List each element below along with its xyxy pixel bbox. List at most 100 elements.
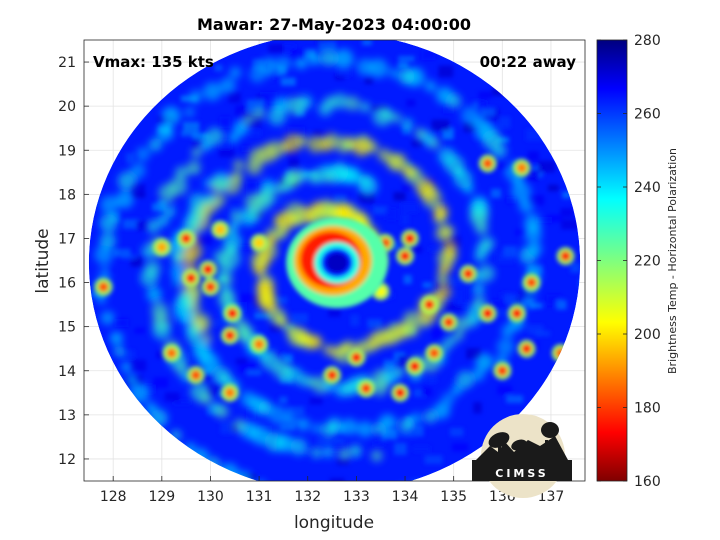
band-segment	[349, 444, 362, 457]
rain-cell	[166, 348, 177, 359]
band-segment	[338, 448, 351, 461]
band-segment	[356, 421, 374, 438]
band-segment	[372, 106, 393, 127]
band-segment	[146, 286, 162, 303]
texture-cell	[153, 377, 169, 388]
band-segment	[345, 95, 360, 111]
band-segment	[307, 135, 325, 153]
texture-cell	[413, 388, 426, 397]
band-segment	[523, 295, 535, 308]
texture-cell	[291, 49, 306, 61]
texture-cell	[238, 363, 257, 373]
band-segment	[100, 310, 115, 325]
rain-cell	[224, 387, 235, 398]
band-segment	[211, 171, 231, 191]
band-segment	[273, 215, 285, 227]
texture-cell	[455, 300, 469, 307]
texture-cell	[493, 300, 508, 308]
texture-cell	[526, 169, 540, 181]
rain-cell	[400, 251, 411, 262]
band-segment	[437, 285, 452, 300]
texture-cell	[350, 314, 360, 327]
band-segment	[267, 107, 287, 126]
band-segment	[358, 176, 378, 197]
band-segment	[511, 181, 532, 202]
band-segment	[296, 417, 310, 431]
texture-cell	[336, 66, 352, 77]
texture-cell	[271, 198, 286, 205]
texture-cell	[506, 197, 517, 204]
texture-cell	[283, 354, 293, 363]
band-segment	[398, 418, 413, 432]
eye-core	[326, 253, 348, 273]
texture-cell	[164, 392, 180, 402]
y-tick-label: 12	[58, 452, 76, 468]
band-segment	[98, 266, 112, 279]
band-segment	[456, 370, 475, 389]
texture-cell	[134, 327, 146, 334]
texture-cell	[282, 485, 293, 496]
rain-cell	[463, 268, 474, 279]
texture-cell	[291, 313, 309, 324]
texture-cell	[275, 296, 288, 304]
texture-cell	[473, 402, 482, 414]
band-segment	[274, 183, 286, 194]
texture-cell	[503, 245, 517, 257]
band-segment	[379, 414, 397, 432]
texture-cell	[442, 127, 454, 140]
texture-cell	[157, 199, 167, 211]
rain-cell	[203, 264, 214, 275]
texture-cell	[317, 437, 332, 446]
y-tick-label: 13	[58, 408, 76, 424]
texture-cell	[272, 74, 282, 81]
band-segment	[174, 304, 193, 323]
rain-cell	[254, 237, 265, 248]
band-segment	[472, 283, 485, 296]
y-tick-label: 21	[58, 55, 76, 71]
rain-cell	[181, 233, 192, 244]
texture-cell	[198, 373, 212, 381]
band-segment	[189, 193, 207, 210]
texture-cell	[538, 160, 556, 173]
texture-cell	[443, 304, 462, 311]
band-segment	[470, 196, 488, 214]
band-segment	[518, 198, 534, 214]
x-axis: 128 129 130 131 132 133 134 135 136 137	[100, 476, 564, 505]
rain-cell	[156, 242, 167, 253]
texture-cell	[246, 369, 262, 376]
texture-cell	[403, 274, 412, 284]
band-segment	[121, 361, 132, 372]
texture-cell	[384, 292, 395, 299]
band-segment	[322, 446, 334, 458]
band-segment	[290, 438, 308, 456]
texture-cell	[143, 384, 155, 394]
texture-cell	[246, 99, 265, 112]
texture-cell	[403, 161, 413, 168]
texture-cell	[527, 324, 544, 335]
texture-cell	[548, 214, 562, 223]
eyewall	[286, 217, 388, 309]
y-tick-label: 20	[58, 99, 76, 115]
texture-cell	[390, 242, 400, 250]
texture-cell	[373, 441, 386, 447]
y-axis: 12 13 14 15 16 17 18 19 20 21	[58, 55, 89, 468]
texture-cell	[490, 188, 501, 199]
band-segment	[528, 241, 543, 256]
band-segment	[253, 107, 265, 120]
texture-cell	[132, 191, 146, 198]
band-segment	[409, 412, 423, 426]
texture-cell	[515, 229, 527, 236]
band-segment	[213, 249, 230, 266]
texture-cell	[333, 438, 345, 447]
texture-cell	[125, 152, 135, 163]
texture-cell	[530, 302, 543, 309]
texture-cell	[260, 92, 278, 104]
texture-cell	[156, 350, 169, 359]
band-segment	[152, 321, 171, 340]
texture-cell	[546, 294, 562, 306]
rain-cell	[521, 343, 532, 354]
band-segment	[318, 102, 333, 117]
rain-cell	[560, 251, 571, 262]
band-segment	[276, 56, 292, 71]
band-segment	[186, 160, 201, 175]
